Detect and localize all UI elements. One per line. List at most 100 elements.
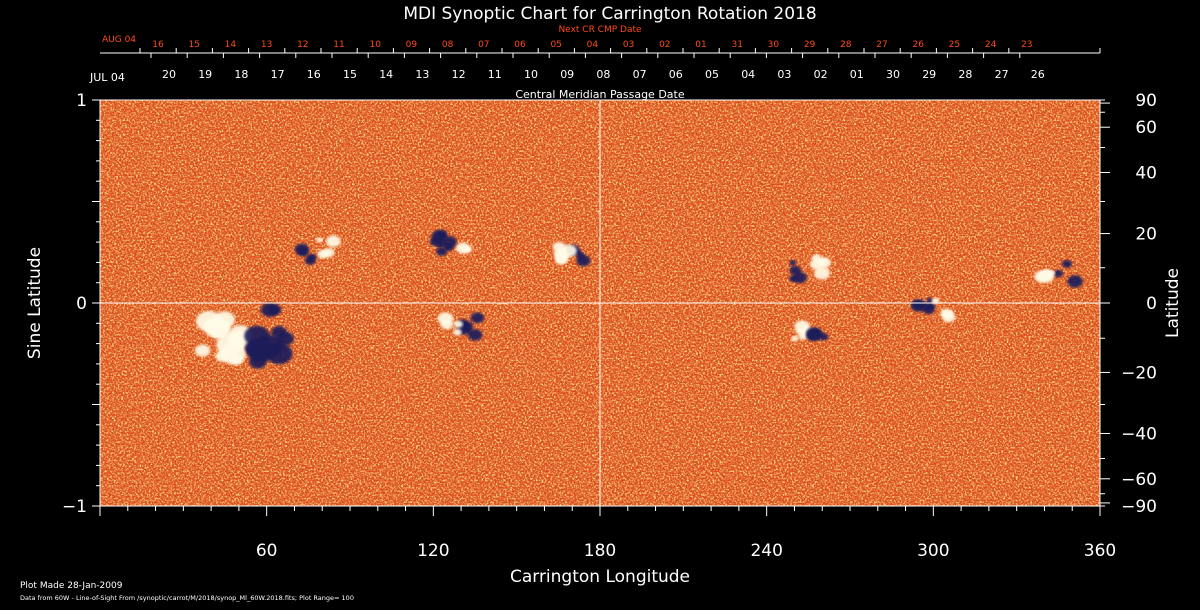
active-region bbox=[1034, 259, 1083, 288]
top-axis-tick-label: 01 bbox=[695, 40, 706, 50]
positive-polarity-patch bbox=[1049, 270, 1056, 276]
negative-polarity-patch bbox=[1061, 259, 1073, 269]
top-axis-tick-label: 06 bbox=[514, 40, 526, 50]
cmp-axis-tick-label: 11 bbox=[488, 68, 502, 81]
chart-title: MDI Synoptic Chart for Carrington Rotati… bbox=[403, 4, 816, 24]
cmp-axis-tick-label: 29 bbox=[922, 68, 936, 81]
top-axis-tick-label: 07 bbox=[478, 40, 489, 50]
positive-polarity-patch bbox=[315, 237, 323, 243]
left-axis-label: Sine Latitude bbox=[25, 247, 45, 359]
right-axis-tick-label: −90 bbox=[1121, 497, 1157, 517]
positive-polarity-patch bbox=[931, 297, 940, 305]
right-axis-tick-label: 0 bbox=[1146, 294, 1157, 314]
cmp-axis-tick-label: 09 bbox=[560, 68, 574, 81]
negative-polarity-patch bbox=[922, 304, 935, 315]
cmp-axis-tick-label: 01 bbox=[850, 68, 864, 81]
active-region bbox=[789, 254, 832, 284]
negative-polarity-patch bbox=[912, 300, 924, 309]
cmp-axis-tick-label: 05 bbox=[705, 68, 719, 81]
plot-made-note: Plot Made 28-Jan-2009 bbox=[20, 581, 123, 591]
top-axis-tick-label: 03 bbox=[623, 40, 634, 50]
cmp-axis-tick-label: 06 bbox=[669, 68, 683, 81]
bottom-axis-tick-label: 120 bbox=[417, 541, 449, 561]
active-region bbox=[429, 229, 473, 256]
cmp-axis-tick-label: 27 bbox=[995, 68, 1009, 81]
right-axis-tick-label: 40 bbox=[1135, 164, 1157, 184]
left-axis-tick-label: 1 bbox=[76, 91, 87, 111]
right-axis-tick-label: −60 bbox=[1121, 470, 1157, 490]
active-region bbox=[910, 297, 956, 323]
cmp-axis-tick-label: 10 bbox=[524, 68, 538, 81]
cmp-axis-tick-label: 16 bbox=[307, 68, 321, 81]
top-axis-tick-label: 02 bbox=[659, 40, 670, 50]
negative-polarity-patch bbox=[789, 260, 797, 266]
positive-polarity-patch bbox=[555, 255, 568, 265]
negative-polarity-patch bbox=[268, 304, 282, 316]
active-region bbox=[552, 241, 591, 267]
top-axis-tick-label: 04 bbox=[587, 40, 599, 50]
top-axis-tick-label: 25 bbox=[949, 40, 960, 50]
positive-polarity-patch bbox=[194, 344, 211, 357]
top-axis-tick-label: 13 bbox=[261, 40, 272, 50]
top-axis-tick-label: 26 bbox=[912, 40, 924, 50]
cmp-axis-tick-label: 04 bbox=[741, 68, 755, 81]
negative-polarity-patch bbox=[576, 252, 586, 260]
right-axis-label: Latitude bbox=[1163, 268, 1183, 338]
top-axis-tick-label: 15 bbox=[188, 40, 199, 50]
right-axis-tick-label: −40 bbox=[1121, 424, 1157, 444]
positive-polarity-patch bbox=[437, 312, 454, 325]
cmp-axis-first-label: JUL 04 bbox=[89, 71, 125, 84]
negative-polarity-patch bbox=[467, 329, 483, 341]
left-axis-tick-label: −1 bbox=[62, 497, 87, 517]
top-axis-tick-label: 23 bbox=[1021, 40, 1032, 50]
bottom-axis-tick-label: 60 bbox=[256, 541, 278, 561]
positive-polarity-patch bbox=[453, 328, 462, 336]
cmp-axis-tick-label: 30 bbox=[886, 68, 900, 81]
top-axis-first-label: AUG 04 bbox=[102, 35, 136, 45]
top-axis-tick-label: 14 bbox=[225, 40, 237, 50]
negative-polarity-patch bbox=[297, 247, 309, 257]
negative-polarity-patch bbox=[304, 256, 316, 265]
top-axis-tick-label: 10 bbox=[369, 40, 381, 50]
data-source-note: Data from 60W - Line-of-Sight From /syno… bbox=[20, 594, 354, 602]
right-axis-tick-label: 90 bbox=[1135, 91, 1157, 111]
top-axis-tick-label: 31 bbox=[731, 40, 742, 50]
top-axis-tick-label: 11 bbox=[333, 40, 344, 50]
positive-polarity-patch bbox=[219, 343, 247, 364]
cmp-axis-tick-label: 20 bbox=[162, 68, 176, 81]
top-axis-tick-label: 28 bbox=[840, 40, 852, 50]
positive-polarity-patch bbox=[561, 244, 577, 257]
cmp-axis-tick-label: 15 bbox=[343, 68, 357, 81]
cmp-axis-tick-label: 08 bbox=[596, 68, 610, 81]
bottom-axis-tick-label: 300 bbox=[917, 541, 949, 561]
right-axis-tick-label: 60 bbox=[1135, 118, 1157, 138]
right-axis-tick-label: −20 bbox=[1121, 363, 1157, 383]
bottom-axis-tick-label: 360 bbox=[1084, 541, 1116, 561]
positive-polarity-patch bbox=[455, 242, 470, 254]
positive-polarity-patch bbox=[322, 248, 335, 258]
top-axis-tick-label: 16 bbox=[152, 40, 164, 50]
positive-polarity-patch bbox=[791, 335, 799, 342]
negative-polarity-patch bbox=[246, 339, 276, 363]
cmp-axis-tick-label: 03 bbox=[777, 68, 791, 81]
top-axis-tick-label: 27 bbox=[876, 40, 887, 50]
top-axis-tick-label: 12 bbox=[297, 40, 308, 50]
cmp-axis-tick-label: 02 bbox=[814, 68, 828, 81]
negative-polarity-patch bbox=[436, 246, 448, 256]
cmp-axis-tick-label: 13 bbox=[415, 68, 429, 81]
bottom-axis: 60 120 180 240 300 360 bbox=[99, 506, 1116, 561]
negative-polarity-patch bbox=[792, 271, 807, 284]
top-axis-tick-label: 24 bbox=[985, 40, 997, 50]
top-axis-tick-label: 09 bbox=[406, 40, 418, 50]
cmp-date-axis: JUL 04 20 19 18 17 16 15 14 13 12 11 10 09 08 07 06 05 0… bbox=[89, 53, 1045, 101]
negative-polarity-patch bbox=[435, 229, 448, 240]
cmp-axis-title: Central Meridian Passage Date bbox=[515, 88, 684, 101]
negative-polarity-patch bbox=[470, 312, 485, 324]
top-axis-tick-label: 30 bbox=[768, 40, 780, 50]
active-region bbox=[791, 320, 829, 342]
top-axis-tick-label: 29 bbox=[804, 40, 816, 50]
cmp-axis-tick-label: 17 bbox=[271, 68, 285, 81]
cmp-axis-tick-label: 26 bbox=[1031, 68, 1045, 81]
top-axis-tick-label: 08 bbox=[442, 40, 454, 50]
